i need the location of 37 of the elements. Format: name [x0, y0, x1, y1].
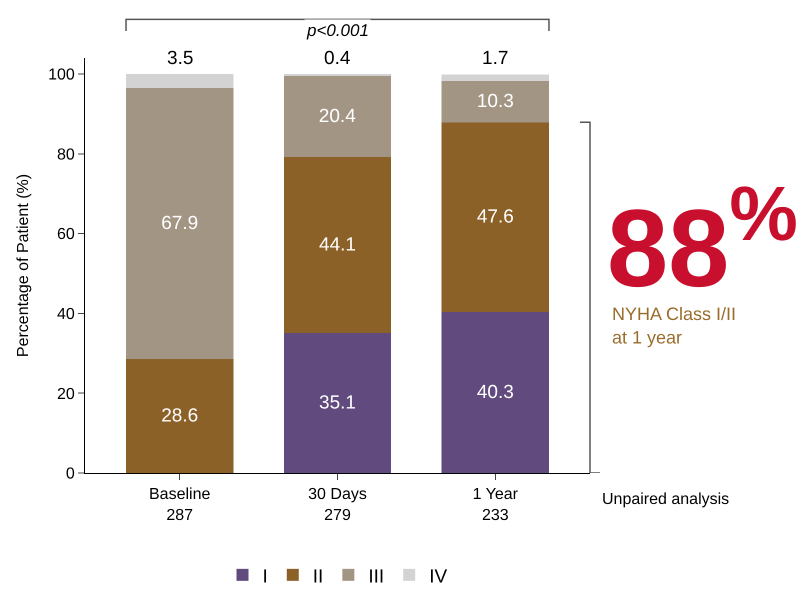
data-label: 35.1 — [319, 392, 356, 414]
bar — [442, 122, 549, 312]
text: p<0.001 — [306, 21, 369, 40]
bar — [442, 81, 549, 122]
bar — [126, 88, 234, 359]
y-tick-label: 80 — [57, 146, 75, 164]
legend-label: I — [262, 566, 268, 588]
bar — [126, 74, 234, 88]
data-label: 67.9 — [161, 212, 198, 234]
legend-label: II — [312, 566, 324, 588]
x-tick-label: 1 Year 233 — [472, 486, 519, 524]
y-tick-label: 60 — [57, 226, 75, 244]
y-axis-title: Percentage of Patient (%) — [14, 174, 32, 358]
data-label: 40.3 — [476, 382, 514, 404]
y-tick-label: 0 — [66, 466, 75, 483]
legend-label: III — [368, 566, 384, 588]
y-tick-label: 100 — [48, 66, 75, 84]
bar — [442, 74, 549, 82]
y-tick-label: 40 — [57, 306, 75, 323]
data-label: 47.6 — [476, 206, 514, 228]
bar — [284, 76, 392, 157]
data-label: 28.6 — [161, 405, 198, 426]
data-label: 1.7 — [482, 48, 508, 69]
x-tick-label: 30 Days 279 — [308, 486, 367, 524]
data-label: 3.5 — [167, 48, 194, 69]
bar — [126, 358, 234, 473]
data-label: 0.4 — [324, 48, 351, 69]
legend-label: IV — [429, 566, 448, 588]
data-label: 20.4 — [318, 106, 356, 127]
y-tick-label: 20 — [57, 386, 75, 403]
x-tick-label: Baseline 287 — [149, 486, 210, 524]
text: Unpaired analysis — [602, 491, 730, 508]
bar — [442, 312, 549, 473]
data-label: 44.1 — [319, 234, 356, 256]
data-label: 10.3 — [476, 91, 514, 112]
bar — [284, 332, 392, 473]
bar — [284, 156, 392, 333]
